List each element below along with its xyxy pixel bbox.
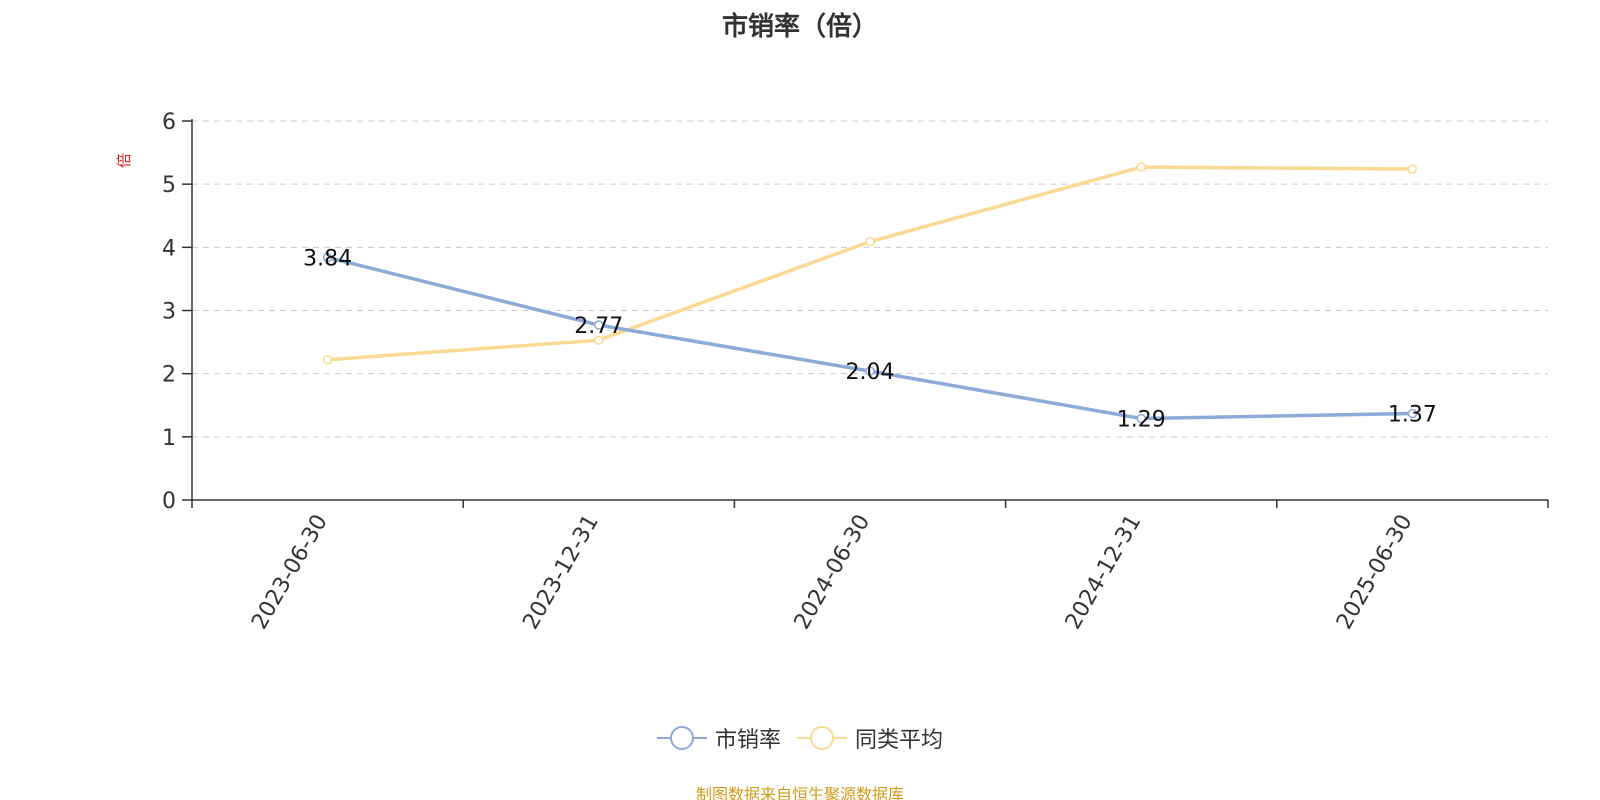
chart-title: 市销率（倍） [721,12,878,42]
data-label: 3.84 [303,246,352,271]
legend-swatch-peer-average [797,726,847,750]
x-tick-label: 2024-06-30 [790,511,876,634]
y-tick-label: 6 [162,110,176,135]
legend-item-peer-average[interactable]: 同类平均 [797,722,943,754]
series-point-0 [322,252,333,263]
series-point-0 [1407,408,1418,419]
series-line-1 [327,165,1413,362]
series-point-1 [1136,162,1146,172]
legend-item-ps-ratio[interactable]: 市销率 [656,722,781,754]
x-tick-label: 2024-12-31 [1061,511,1147,634]
series-point-0 [1136,413,1146,424]
data-label: 2.77 [574,314,623,339]
data-label: 1.29 [1117,408,1166,433]
series-line-0 [327,255,1413,421]
series-point-1 [1407,164,1418,174]
legend-label-peer-average: 同类平均 [855,728,944,753]
data-source-note: 制图数据来自恒生聚源数据库 [695,785,904,800]
y-tick-label: 5 [162,173,176,198]
y-tick-label: 2 [162,363,176,388]
series-point-0 [865,366,875,376]
series-point-1 [865,236,875,247]
series-point-0 [594,320,604,330]
y-tick-label: 0 [162,489,176,514]
y-tick-label: 3 [162,300,176,325]
chart-legend: 市销率 同类平均 [0,722,1600,754]
series-point-1 [322,355,333,365]
y-tick-label: 1 [162,426,176,451]
x-tick-label: 2025-06-30 [1332,511,1418,634]
y-tick-label: 4 [162,236,176,261]
data-label: 1.37 [1388,402,1437,427]
x-tick-label: 2023-12-31 [518,511,604,634]
series-point-1 [594,335,604,345]
data-label: 2.04 [846,360,895,385]
legend-label-ps-ratio: 市销率 [714,728,781,753]
x-tick-label: 2023-06-30 [247,511,333,634]
legend-swatch-ps-ratio [656,726,707,750]
